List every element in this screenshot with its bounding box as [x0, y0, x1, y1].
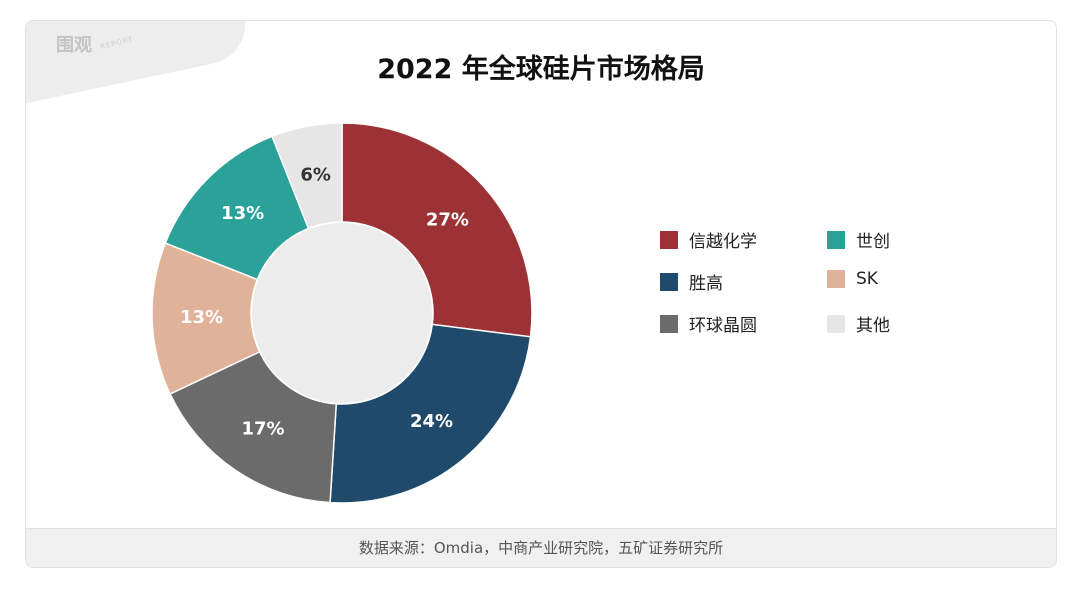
chart-title: 2022 年全球硅片市场格局 [377, 54, 705, 85]
data-label-sk: 13% [180, 307, 223, 328]
source-footer: 数据来源：Omdia，中商产业研究院，五矿证券研究所 [26, 528, 1056, 567]
data-label-环球晶圆: 17% [241, 419, 284, 440]
legend-swatch [827, 230, 845, 249]
chart-card: 围观 REPORT 2022 年全球硅片市场格局 27% 24% 17% 13% 13%… [25, 20, 1057, 568]
data-label-胜高: 24% [410, 411, 453, 432]
legend-label: 胜高 [689, 274, 723, 294]
legend-item: 世创 [827, 227, 890, 252]
legend-swatch [660, 314, 678, 333]
legend-item: 环球晶圆 [660, 311, 757, 336]
donut-slice-胜高 [329, 323, 532, 504]
donut-slice-环球晶圆 [169, 350, 338, 504]
legend-swatch [660, 272, 678, 291]
donut-hole [252, 223, 432, 403]
legend-label: 信越化学 [689, 232, 757, 252]
data-label-世创: 13% [221, 203, 264, 224]
legend-label: SK [856, 269, 878, 289]
legend-item: 其他 [827, 311, 890, 336]
legend-swatch [660, 230, 678, 249]
legend-swatch [827, 270, 845, 288]
legend-item: SK [827, 269, 878, 289]
legend-label: 其他 [856, 316, 890, 336]
donut-slice-其他 [271, 122, 343, 230]
data-label-其他: 6% [300, 164, 331, 185]
donut-slice-信越化学 [341, 122, 533, 338]
legend-item: 胜高 [660, 269, 723, 294]
donut-chart: 27% 24% 17% 13% 13% 6% [151, 122, 533, 504]
legend-swatch [827, 314, 845, 333]
legend-label: 环球晶圆 [689, 316, 757, 336]
legend-item: 信越化学 [660, 227, 757, 252]
legend-label: 世创 [856, 232, 890, 252]
data-label-信越化学: 27% [426, 210, 469, 231]
watermark-logo: 围观 [56, 35, 92, 56]
